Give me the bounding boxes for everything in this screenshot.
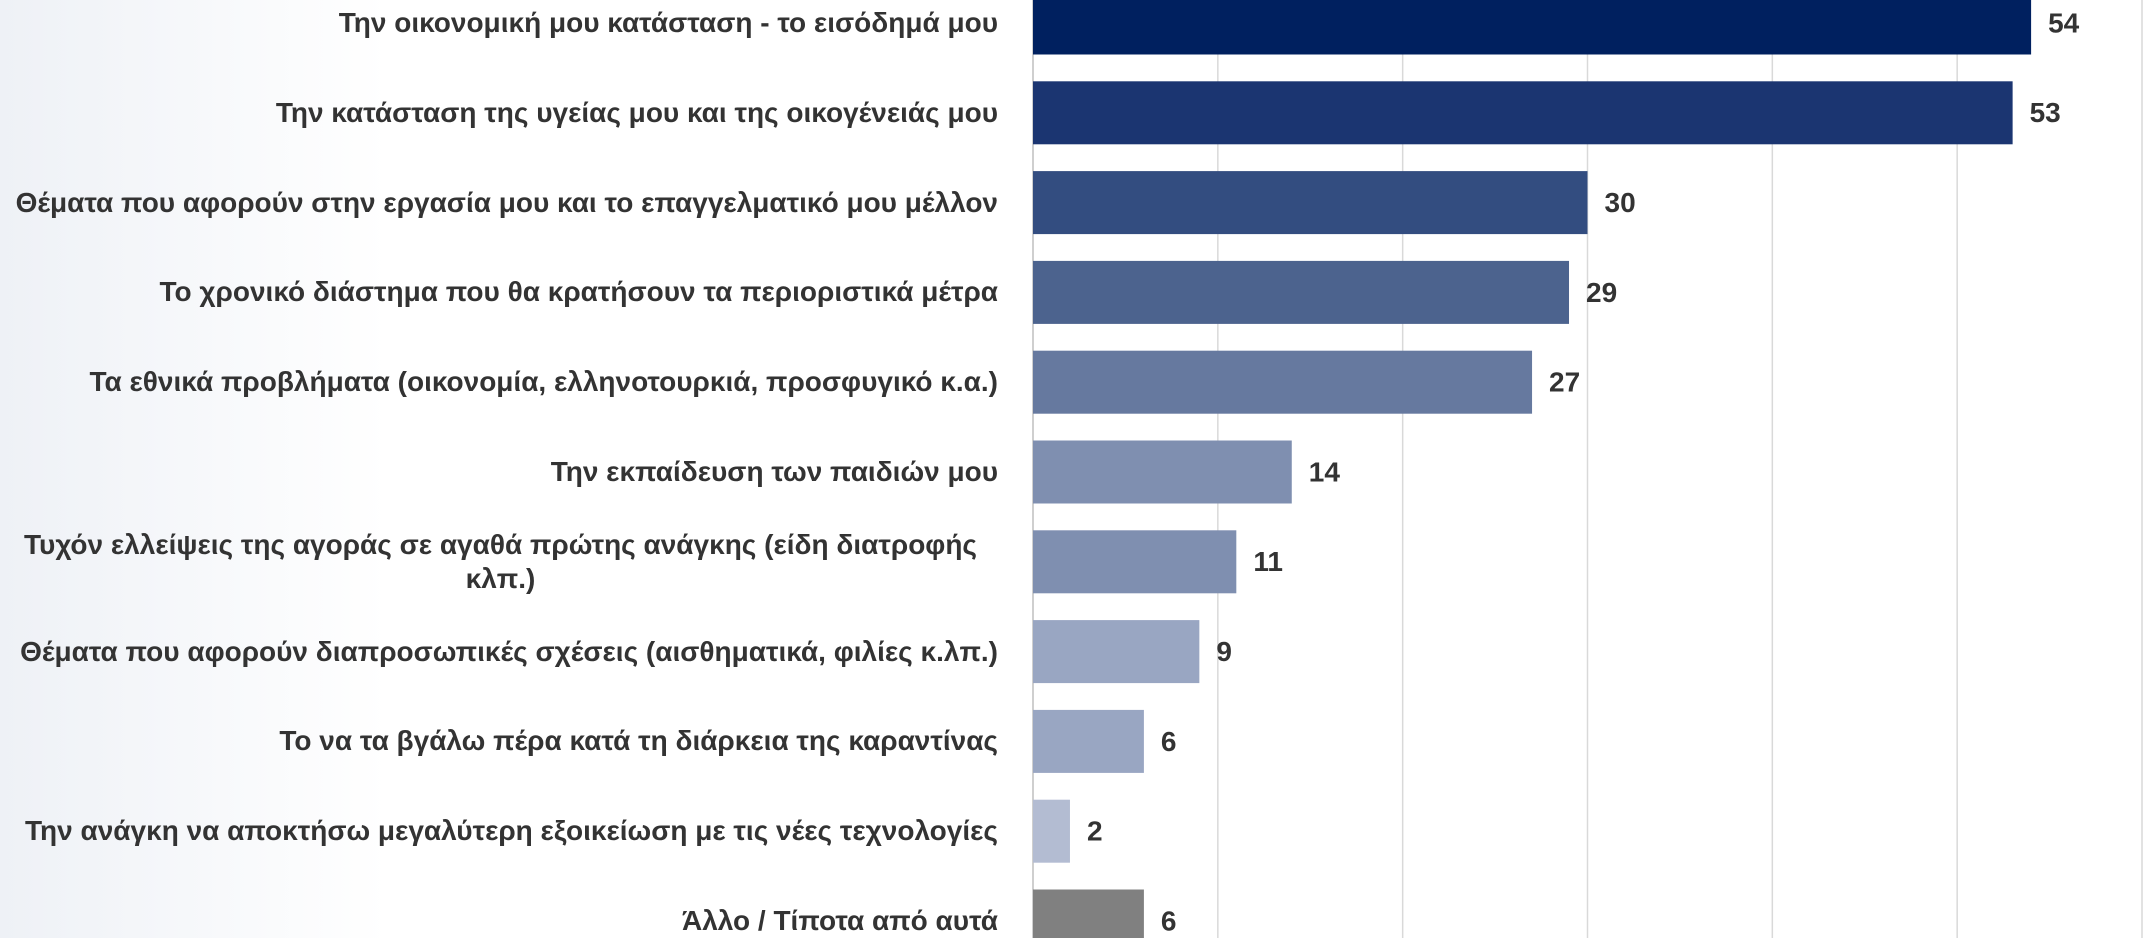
category-label: Την οικονομική μου κατάσταση - το εισόδη… [338,6,998,38]
category-label: Τα εθνικά προβλήματα (οικονομία, ελληνοτ… [89,366,998,398]
value-label: 9 [1216,636,1232,667]
category-label: Άλλο / Τίποτα από αυτά [681,904,998,936]
category-label: Το χρονικό διάστημα που θα κρατήσουν τα … [159,276,998,308]
bar [1033,530,1237,594]
value-label: 30 [1605,187,1636,218]
value-label: 6 [1161,905,1177,936]
bar [1033,81,2013,145]
bar [1033,889,1144,938]
value-label: 6 [1161,726,1177,757]
bar [1033,620,1200,684]
category-label: Θέματα που αφορούν στην εργασία μου και … [15,186,998,218]
value-label: 11 [1253,546,1283,577]
category-label: Την εκπαίδευση των παιδιών μου [550,455,998,487]
value-label: 54 [2048,7,2080,38]
bar [1033,171,1588,235]
category-label: Τυχόν ελλείψεις της αγοράς σε αγαθά πρώτ… [24,528,977,594]
category-label: Το να τα βγάλω πέρα κατά τη διάρκεια της… [279,725,998,757]
bar [1033,440,1292,504]
bar [1033,260,1570,324]
bar [1033,709,1144,773]
value-label: 14 [1309,456,1341,487]
category-label: Την ανάγκη να αποκτήσω μεγαλύτερη εξοικε… [25,815,998,847]
bar [1033,799,1070,863]
bar [1033,0,2032,55]
value-label: 53 [2030,97,2061,128]
category-label: Θέματα που αφορούν διαπροσωπικές σχέσεις… [20,635,998,667]
value-label: 2 [1087,816,1103,847]
bar [1033,350,1533,414]
value-label: 29 [1586,277,1617,308]
value-label: 27 [1549,367,1580,398]
category-label: Την κατάσταση της υγείας μου και της οικ… [275,96,998,128]
